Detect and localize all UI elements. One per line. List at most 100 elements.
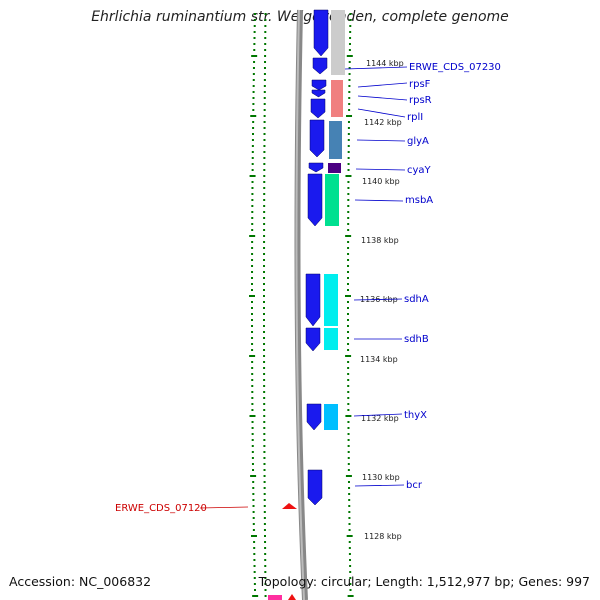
minor-tick [253,547,256,549]
kbp-label: 1134 kbp [360,355,398,364]
minor-tick [347,307,350,309]
kbp-label: 1138 kbp [361,236,399,245]
gene-arrow-thyX [306,403,322,431]
minor-tick [263,469,266,471]
minor-tick [347,331,350,333]
minor-tick [263,127,266,129]
leader-line-cyaY [355,168,406,171]
minor-tick [263,247,266,249]
minor-tick [251,445,254,447]
minor-tick [263,187,266,189]
minor-tick [347,391,350,393]
cog-band-ribosomal [331,80,343,117]
gene-label[interactable]: sdhB [404,334,429,345]
leader-line-erwe-07230 [344,66,408,70]
minor-tick [347,433,350,435]
gene-arrow-sdhA [305,273,321,327]
minor-tick [263,229,266,231]
gene-arrow-rpsF [311,79,327,91]
gene-label[interactable]: ERWE_CDS_07230 [409,62,501,73]
minor-tick [347,259,350,261]
gene-label[interactable]: thyX [404,410,427,421]
minor-tick [253,571,256,573]
minor-tick [263,217,266,219]
minor-tick [263,235,266,237]
minor-tick [263,319,266,321]
minor-tick [347,193,350,195]
minor-tick [264,595,267,597]
cog-band-sdhB [324,328,338,350]
minor-tick [347,379,350,381]
minor-tick [349,583,352,585]
gene-label[interactable]: cyaY [407,165,432,176]
minor-tick [252,85,255,87]
minor-tick [263,403,266,405]
minor-tick [263,499,266,501]
minor-tick [347,457,350,459]
minor-tick [263,265,266,267]
minor-tick [349,565,352,567]
gene-label[interactable]: rpsR [409,95,432,106]
minor-tick [263,439,266,441]
minor-tick [251,379,254,381]
minor-tick [263,115,266,117]
minor-tick [263,355,266,357]
minor-tick [253,577,256,579]
gene-label[interactable]: msbA [405,195,433,206]
major-tick [345,295,352,297]
minor-tick [263,223,266,225]
minor-tick [263,349,266,351]
gene-label[interactable]: sdhA [404,294,429,305]
minor-tick [251,253,254,255]
gene-label[interactable]: glyA [407,136,429,147]
minor-tick [263,145,266,147]
gene-label[interactable]: ERWE_CDS_07120 [115,503,207,514]
minor-tick [253,559,256,561]
minor-tick [253,49,256,51]
minor-tick [264,43,267,45]
gene-label[interactable]: rpsF [409,79,431,90]
minor-tick [347,133,350,135]
minor-tick [251,331,254,333]
minor-tick [263,277,266,279]
minor-tick [251,367,254,369]
minor-tick [347,361,350,363]
tick-column-left [249,13,259,597]
minor-tick [264,19,267,21]
leader-line-erwe-07120 [199,506,249,509]
minor-tick [347,421,350,423]
minor-tick [263,367,266,369]
minor-tick [251,427,254,429]
minor-tick [347,211,350,213]
minor-tick [254,589,257,591]
minor-tick [263,133,266,135]
minor-tick [253,37,256,39]
minor-tick [264,541,267,543]
gene-label[interactable]: rplI [407,112,423,123]
minor-tick [264,559,267,561]
minor-tick [251,283,254,285]
minor-tick [347,319,350,321]
minor-tick [347,469,350,471]
minor-tick [263,409,266,411]
minor-tick [263,151,266,153]
minor-tick [264,55,267,57]
minor-tick [349,571,352,573]
major-tick [345,235,352,237]
minor-tick [347,205,350,207]
leader-line-msbA [354,199,404,202]
minor-tick [263,199,266,201]
gene-label[interactable]: bcr [406,480,423,491]
minor-tick [347,463,350,465]
minor-tick [347,277,350,279]
genome-summary-text: Topology: circular; Length: 1,512,977 bp… [258,574,590,589]
minor-tick [264,31,267,33]
minor-tick [251,229,254,231]
leader-line-sdhA [353,298,403,301]
minor-tick [251,397,254,399]
kbp-label: 1128 kbp [364,532,402,541]
minor-tick [263,415,266,417]
minor-tick [252,505,255,507]
minor-tick [263,283,266,285]
minor-tick [263,475,266,477]
